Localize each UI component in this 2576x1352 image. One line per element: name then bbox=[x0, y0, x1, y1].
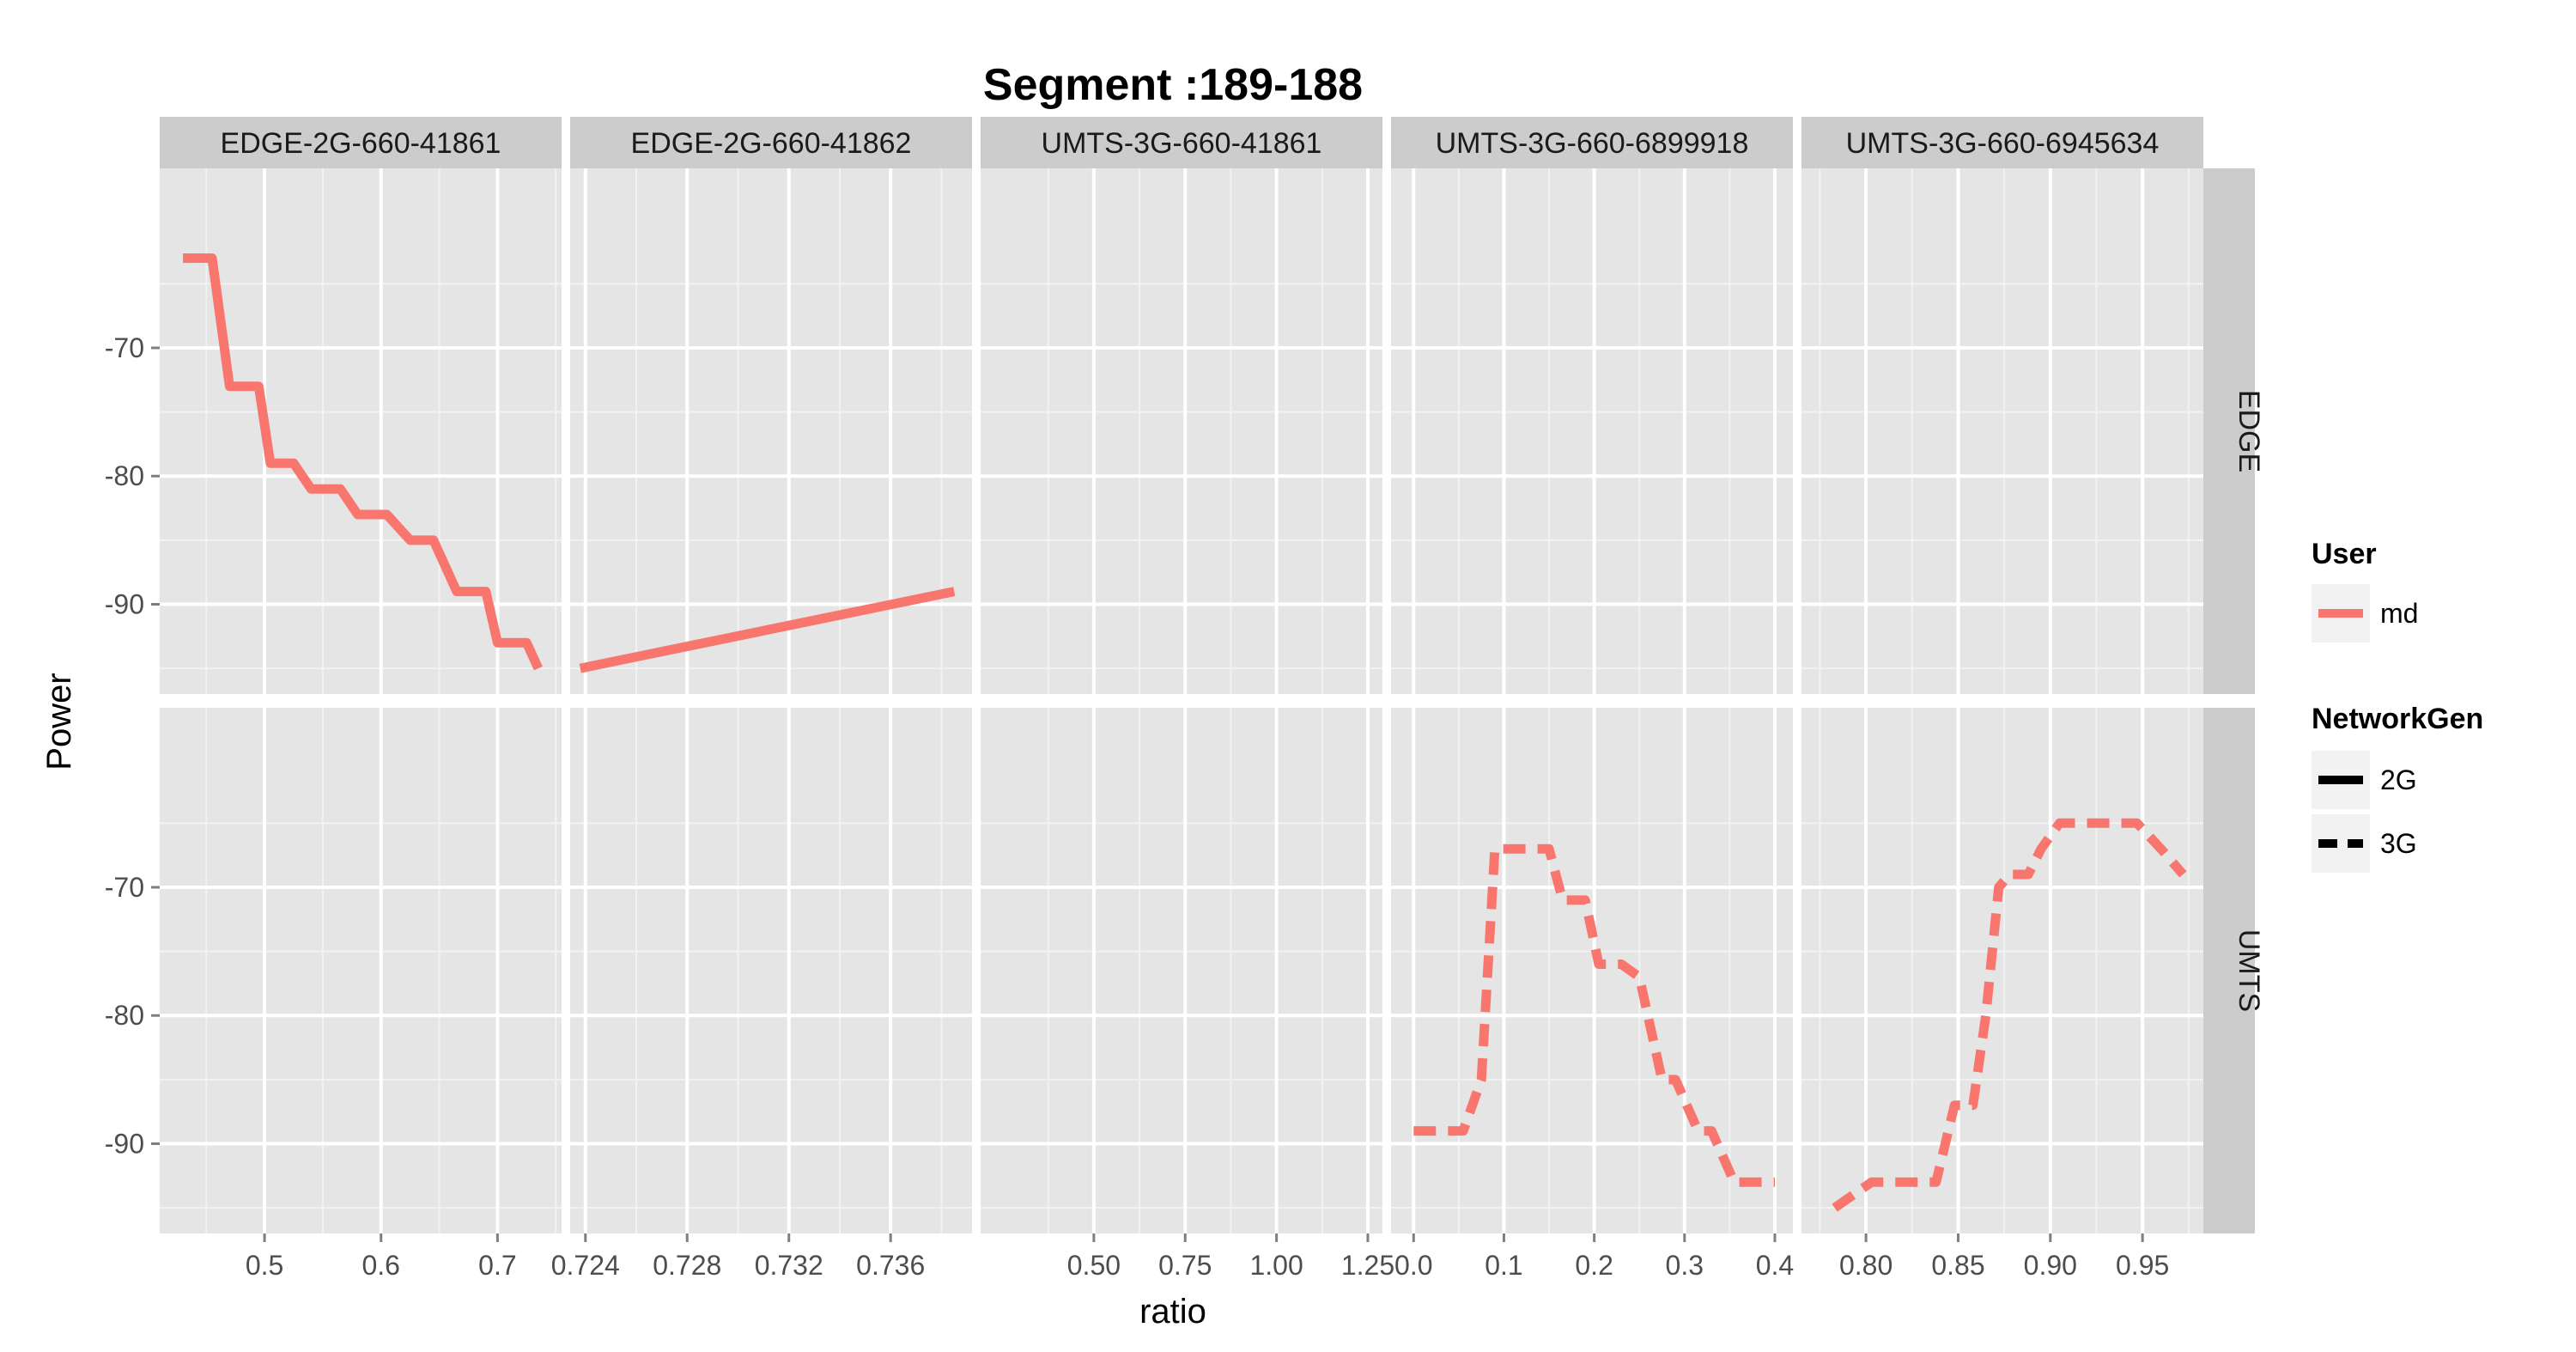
chart-title: Segment :189-188 bbox=[983, 60, 1363, 110]
x-tick-label: 0.75 bbox=[1158, 1250, 1212, 1281]
y-tick-label: -80 bbox=[105, 1000, 144, 1031]
x-tick-label: 0.6 bbox=[361, 1250, 399, 1281]
strip-top bbox=[1391, 117, 1793, 168]
x-tick-label: 0.728 bbox=[653, 1250, 721, 1281]
strip-top bbox=[160, 117, 562, 168]
legend-label: 2G bbox=[2380, 764, 2417, 795]
panel-bg bbox=[160, 168, 562, 694]
y-tick-label: -70 bbox=[105, 332, 144, 363]
x-tick-label: 1.25 bbox=[1341, 1250, 1394, 1281]
x-tick-label: 0.4 bbox=[1756, 1250, 1794, 1281]
panel-bg bbox=[160, 708, 562, 1233]
x-tick-label: 0.90 bbox=[2024, 1250, 2077, 1281]
strip-top bbox=[570, 117, 972, 168]
y-tick-label: -90 bbox=[105, 1129, 144, 1160]
x-tick-label: 0.0 bbox=[1394, 1250, 1432, 1281]
strip-top bbox=[1801, 117, 2203, 168]
x-tick-label: 0.1 bbox=[1485, 1250, 1522, 1281]
strip-label: UMTS bbox=[2233, 929, 2265, 1012]
strip-label: EDGE bbox=[2233, 390, 2265, 472]
y-tick-label: -80 bbox=[105, 460, 144, 491]
panel-bg bbox=[1391, 168, 1793, 694]
panel-bg bbox=[570, 708, 972, 1233]
panel-bg bbox=[1391, 708, 1793, 1233]
facet-panels: EDGE-2G-660-41861 EDGE-2G-660-41862 UMTS-3… bbox=[105, 117, 2265, 1281]
x-tick-label: 0.80 bbox=[1839, 1250, 1893, 1281]
x-tick-label: 0.2 bbox=[1575, 1250, 1613, 1281]
x-tick-label: 1.00 bbox=[1249, 1250, 1303, 1281]
series-line-3g bbox=[1832, 818, 2187, 1212]
x-tick-label: 0.5 bbox=[246, 1250, 283, 1281]
strip-top bbox=[981, 117, 1382, 168]
strip-label: UMTS-3G-660-6899918 bbox=[1436, 127, 1749, 160]
y-axis-title: Power bbox=[40, 673, 78, 770]
x-tick-label: 0.736 bbox=[856, 1250, 925, 1281]
strip-label: UMTS-3G-660-6945634 bbox=[1846, 127, 2160, 160]
series-line-2g bbox=[183, 253, 543, 671]
x-tick-label: 0.3 bbox=[1666, 1250, 1704, 1281]
strip-label: EDGE-2G-660-41861 bbox=[221, 127, 501, 160]
y-tick-label: -90 bbox=[105, 589, 144, 620]
x-tick-label: 0.724 bbox=[551, 1250, 620, 1281]
strip-label: UMTS-3G-660-41861 bbox=[1042, 127, 1322, 160]
strip-right bbox=[2203, 708, 2255, 1233]
x-tick-label: 0.50 bbox=[1067, 1250, 1121, 1281]
x-tick-label: 0.732 bbox=[755, 1250, 823, 1281]
panel-bg bbox=[1801, 168, 2203, 694]
legend-title-networkgen: NetworkGen bbox=[2312, 703, 2483, 735]
legend-label: 3G bbox=[2380, 828, 2417, 859]
legend-label: md bbox=[2380, 598, 2418, 629]
panel-bg bbox=[570, 168, 972, 694]
x-tick-label: 0.95 bbox=[2116, 1250, 2169, 1281]
x-axis-title: ratio bbox=[1139, 1293, 1206, 1331]
legend-title-user: User bbox=[2312, 538, 2377, 570]
series-line-3g bbox=[1413, 843, 1775, 1187]
series-line-2g bbox=[579, 587, 956, 673]
strip-right bbox=[2203, 168, 2255, 694]
x-tick-label: 0.7 bbox=[478, 1250, 516, 1281]
strip-label: EDGE-2G-660-41862 bbox=[631, 127, 912, 160]
x-tick-label: 0.85 bbox=[1931, 1250, 1984, 1281]
y-tick-label: -70 bbox=[105, 872, 144, 903]
panel-bg bbox=[1801, 708, 2203, 1233]
